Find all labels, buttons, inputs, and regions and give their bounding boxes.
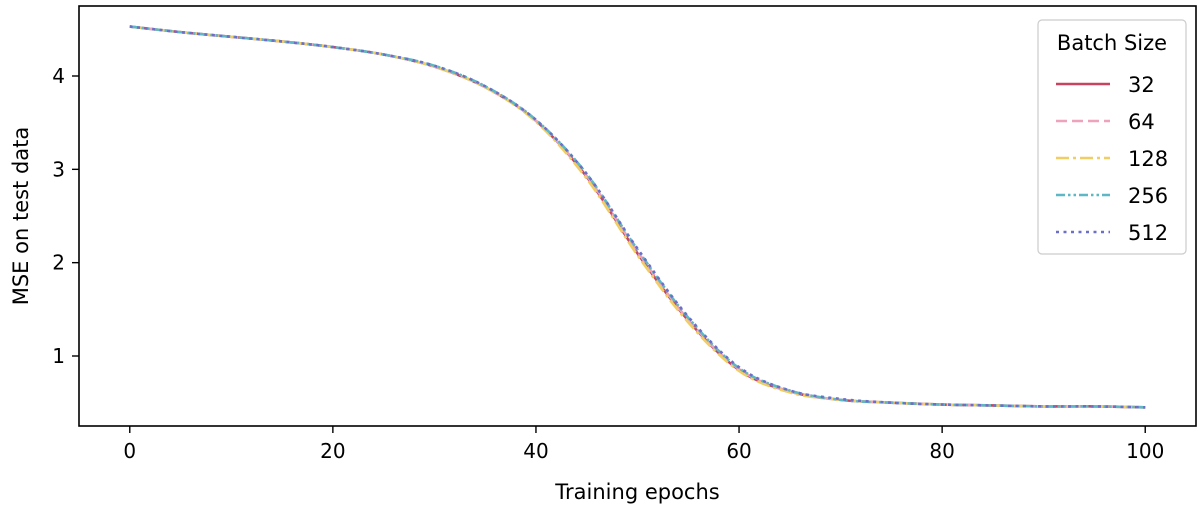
legend-box — [1037, 19, 1187, 255]
series-line-64 — [129, 25, 1146, 409]
y-tick-label: 4 — [52, 64, 65, 88]
legend: Batch Size 32 64 128 256 512 — [1037, 19, 1187, 255]
y-tick-label: 1 — [52, 344, 65, 368]
plot-area — [78, 5, 1197, 427]
x-tick-label: 80 — [929, 439, 954, 463]
legend-title: Batch Size — [1057, 31, 1167, 55]
x-tick-label: 100 — [1126, 439, 1164, 463]
legend-label-32: 32 — [1128, 73, 1155, 97]
series-line-128 — [129, 25, 1146, 409]
y-tick-label: 3 — [52, 157, 65, 181]
y-axis-label: MSE on test data — [9, 127, 33, 306]
x-tick-label: 20 — [320, 439, 345, 463]
x-tick-label: 40 — [523, 439, 548, 463]
series-line-512 — [129, 25, 1146, 409]
x-tick-label: 60 — [726, 439, 751, 463]
legend-items: 32 64 128 256 512 — [1056, 73, 1168, 245]
series-line-256 — [129, 25, 1146, 409]
series-line-32 — [129, 25, 1146, 409]
legend-label-256: 256 — [1128, 184, 1168, 208]
x-axis-label: Training epochs — [554, 480, 719, 504]
y-tick-label: 2 — [52, 251, 65, 275]
y-axis-ticks: 1 2 3 4 — [52, 64, 79, 368]
legend-label-64: 64 — [1128, 110, 1155, 134]
series-layer — [129, 25, 1146, 409]
x-axis-ticks: 0 20 40 60 80 100 — [123, 426, 1164, 463]
plot-frame — [78, 5, 1197, 427]
x-tick-label: 0 — [123, 439, 136, 463]
legend-label-128: 128 — [1128, 147, 1168, 171]
legend-label-512: 512 — [1128, 221, 1168, 245]
